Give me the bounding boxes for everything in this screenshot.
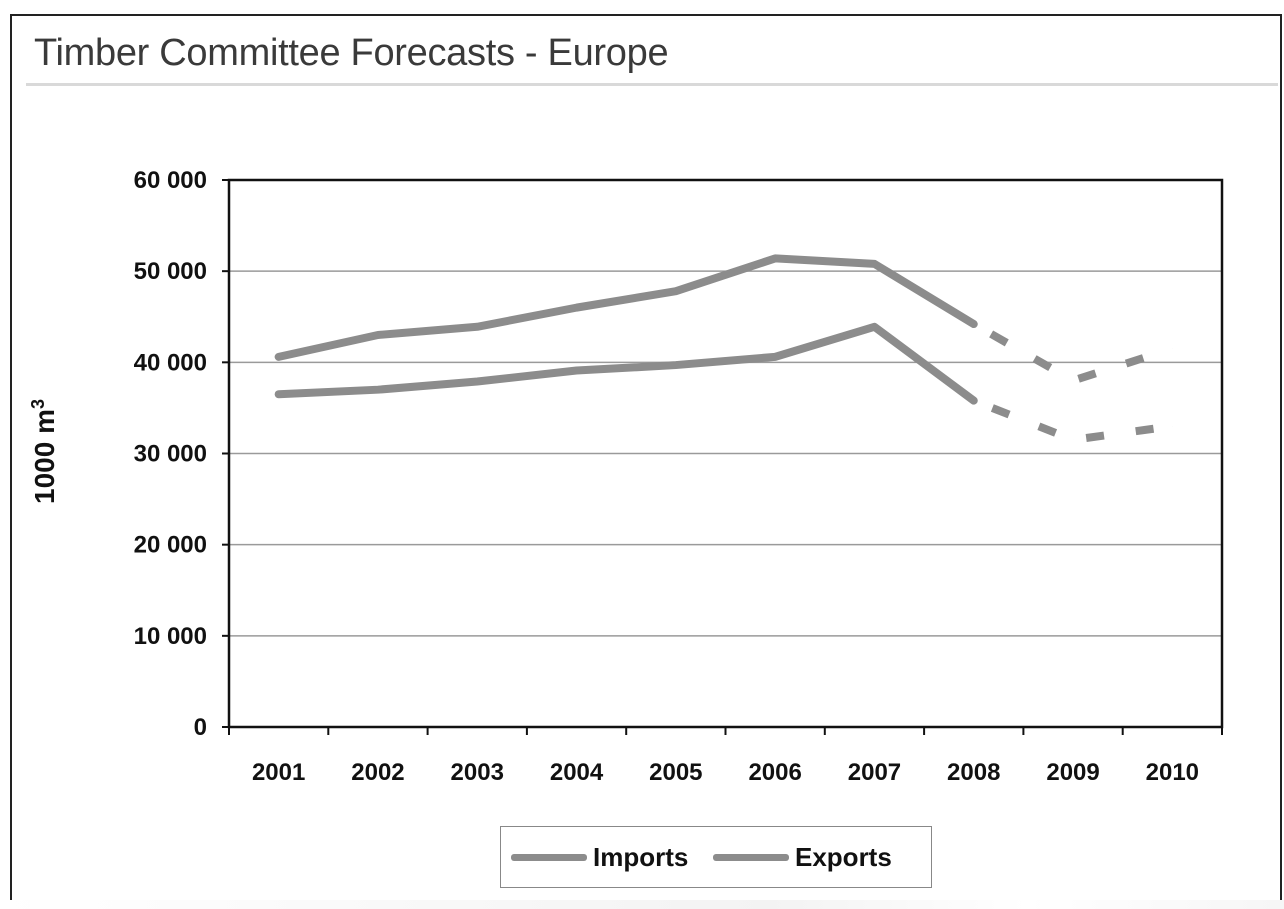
- x-tick-label: 2010: [1146, 759, 1199, 786]
- x-tick-label: 2001: [252, 759, 305, 786]
- series-forecast-exports: [972, 396, 1173, 444]
- y-tick-label: 50 000: [134, 258, 207, 285]
- x-tick-label: 2009: [1046, 759, 1099, 786]
- legend: Imports Exports: [500, 826, 932, 888]
- legend-item-exports: Exports: [713, 827, 892, 887]
- legend-swatch-exports: [713, 853, 789, 861]
- legend-item-imports: Imports: [511, 827, 688, 887]
- chart-frame: [10, 14, 1282, 909]
- x-tick-label: 2003: [451, 759, 504, 786]
- y-axis-label: 1000 m3: [28, 399, 60, 504]
- series-lines: [274, 254, 1174, 444]
- x-tick-label: 2008: [947, 759, 1000, 786]
- y-tick-label: 60 000: [134, 167, 207, 194]
- y-tick-label: 40 000: [134, 349, 207, 376]
- legend-label-imports: Imports: [593, 841, 689, 872]
- x-tick-label: 2004: [550, 759, 604, 786]
- x-tick-label: 2002: [351, 759, 404, 786]
- x-tick-label: 2007: [848, 759, 901, 786]
- series-forecast-imports: [971, 320, 1174, 385]
- legend-swatch-imports: [511, 853, 587, 861]
- y-tick-label: 10 000: [134, 623, 207, 650]
- legend-label-exports: Exports: [795, 841, 892, 872]
- y-tick-label: 0: [194, 714, 207, 741]
- gridlines: [229, 270, 1222, 637]
- chart-title: Timber Committee Forecasts - Europe: [34, 32, 669, 74]
- axes: 0 10 000 20 000 30 000 40 000 50 000 60 000 200…: [134, 167, 1223, 786]
- y-axis-label-text: 1000 m: [29, 409, 60, 504]
- y-axis-label-superscript: 3: [28, 399, 48, 409]
- series-line-imports: [274, 254, 978, 361]
- y-tick-label: 30 000: [134, 441, 207, 468]
- series-line-exports: [274, 322, 978, 405]
- x-tick-label: 2005: [649, 759, 702, 786]
- page-edge-shadow: [0, 900, 1284, 909]
- x-tick-label: 2006: [748, 759, 801, 786]
- y-tick-label: 20 000: [134, 532, 207, 559]
- title-divider: [26, 83, 1278, 86]
